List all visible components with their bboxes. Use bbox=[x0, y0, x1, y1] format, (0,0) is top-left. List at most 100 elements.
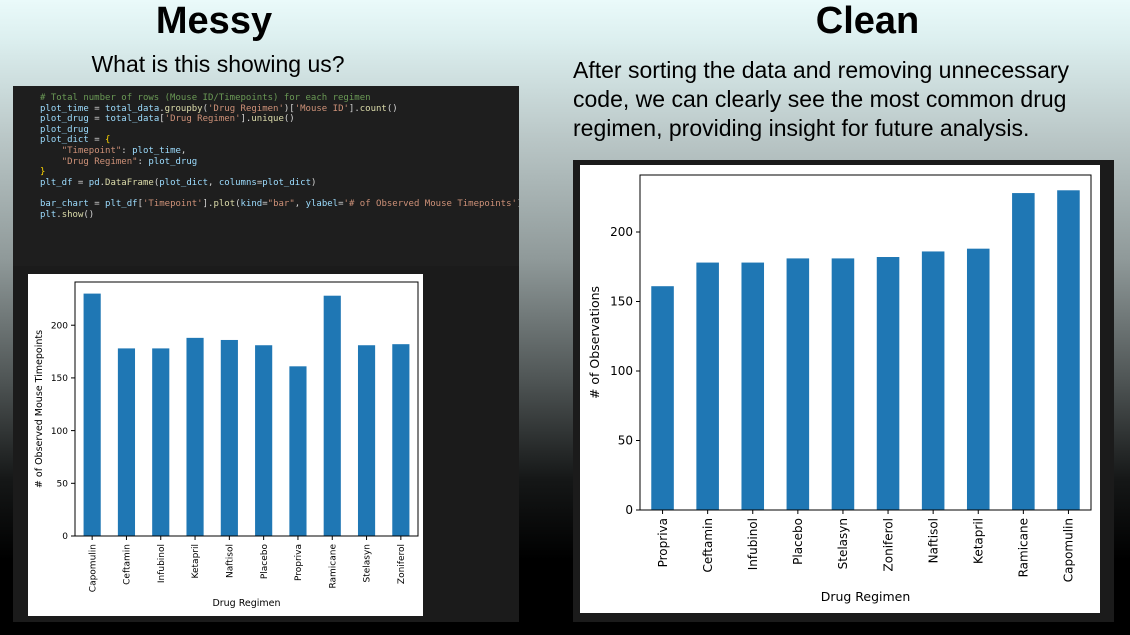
clean-heading: Clean bbox=[815, 0, 920, 42]
code-token: show bbox=[61, 209, 84, 220]
code-token: , bbox=[180, 145, 187, 156]
bar-ramicane bbox=[1012, 193, 1035, 510]
code-token: # Total number of rows (Mouse ID/Timepoi… bbox=[40, 93, 371, 103]
code-token: . bbox=[56, 209, 62, 220]
x-tick-label: Naftisol bbox=[926, 518, 940, 563]
code-line: plot_time = total_data.groupby('Drug Reg… bbox=[40, 104, 398, 114]
bar-propriva bbox=[651, 286, 674, 510]
code-token: kind bbox=[240, 198, 263, 209]
code-token: 'Timepoint' bbox=[142, 198, 203, 209]
clean-bar-chart: 0 50 100 150 200 Propriva Ceftamin Infubinol Pla… bbox=[587, 174, 1092, 604]
y-tick-label: 0 bbox=[62, 532, 68, 542]
code-token: plot_time bbox=[40, 103, 89, 114]
code-token: plot_dict bbox=[262, 177, 312, 188]
x-tick-label: Zoniferol bbox=[881, 518, 895, 571]
clean-description: After sorting the data and removing unne… bbox=[573, 57, 1070, 141]
code-token: plot_drug bbox=[40, 124, 89, 135]
bar-ketapril bbox=[966, 248, 990, 511]
code-token: plot_dict bbox=[159, 177, 209, 188]
x-tick-label: Placebo bbox=[260, 544, 270, 580]
code-token: plot_drug bbox=[148, 156, 198, 167]
bar-capomulin bbox=[83, 293, 101, 536]
plot-frame bbox=[639, 174, 1092, 511]
code-token: 'Drug Regimen' bbox=[208, 103, 284, 114]
code-token: . bbox=[159, 103, 165, 114]
code-token: = bbox=[338, 198, 344, 209]
x-tick-label: Stelasyn bbox=[836, 518, 850, 569]
bar-placebo bbox=[786, 258, 810, 510]
code-line: } bbox=[40, 167, 45, 177]
x-tick-label: Stelasyn bbox=[363, 544, 373, 583]
code-token: = bbox=[88, 103, 106, 114]
bar-infubinol bbox=[741, 262, 765, 510]
code-token: = bbox=[256, 177, 263, 188]
y-tick-label: 100 bbox=[610, 364, 633, 378]
bar-zoniferol bbox=[876, 257, 900, 510]
code-token: plot_time bbox=[132, 145, 181, 156]
x-tick-label: Ketapril bbox=[971, 518, 985, 564]
code-line: "Timepoint": plot_time, bbox=[40, 145, 187, 156]
bar-propriva bbox=[289, 366, 307, 536]
code-line: bar_chart = plt_df['Timepoint'].plot(kin… bbox=[40, 199, 519, 209]
code-token: )[ bbox=[283, 103, 295, 114]
code-token: plot_drug bbox=[40, 114, 89, 125]
code-token: ]. bbox=[348, 103, 360, 114]
code-token: ) bbox=[517, 199, 519, 209]
code-token: "Drug Regimen" bbox=[61, 156, 138, 167]
code-token: columns bbox=[218, 177, 257, 188]
x-tick-label: Propriva bbox=[656, 518, 670, 567]
code-token: () bbox=[386, 103, 398, 114]
y-tick-label: 150 bbox=[51, 374, 68, 384]
code-line: plot_dict = { bbox=[40, 135, 110, 145]
code-token: ]. bbox=[240, 114, 252, 125]
code-line: # Total number of rows (Mouse ID/Timepoi… bbox=[40, 93, 371, 103]
code-token: () bbox=[283, 114, 295, 125]
code-token: DataFrame bbox=[105, 177, 154, 188]
code-token: plot bbox=[213, 198, 236, 209]
x-tick-label: Infubinol bbox=[157, 544, 167, 583]
code-token: "bar" bbox=[267, 198, 295, 209]
code-token: ylabel bbox=[305, 198, 339, 209]
code-token: plt_df bbox=[40, 177, 73, 188]
code-token: groupby bbox=[164, 103, 203, 114]
bar-ceftamin bbox=[117, 348, 136, 536]
y-tick-label: 100 bbox=[51, 427, 68, 437]
y-tick-label: 200 bbox=[610, 225, 633, 239]
code-token: count bbox=[359, 103, 387, 114]
y-tick-label: 50 bbox=[618, 434, 633, 448]
plot-frame bbox=[74, 281, 419, 537]
code-token: [ bbox=[137, 198, 143, 209]
code-token: plt bbox=[40, 209, 57, 220]
y-tick-label: 150 bbox=[610, 295, 633, 309]
code-token: 'Drug Regimen' bbox=[164, 114, 241, 125]
x-tick-label: Ketapril bbox=[191, 544, 201, 578]
x-tick-label: Ramicane bbox=[328, 544, 338, 589]
code-cell: # Total number of rows (Mouse ID/Timepoi… bbox=[13, 86, 519, 266]
bar-naftisol bbox=[921, 251, 945, 511]
x-tick-label: Propriva bbox=[294, 544, 304, 581]
code-token: ( bbox=[235, 198, 241, 209]
code-line: "Drug Regimen": plot_drug bbox=[40, 157, 197, 167]
x-tick-label: Ramicane bbox=[1017, 518, 1031, 577]
code-token: ( bbox=[202, 103, 209, 114]
bar-placebo bbox=[255, 345, 273, 536]
x-tick-label: Naftisol bbox=[226, 544, 236, 578]
code-token: 'Mouse ID' bbox=[294, 103, 349, 114]
code-token: : bbox=[137, 156, 149, 167]
code-token: . bbox=[99, 177, 106, 188]
code-token: ]. bbox=[202, 198, 214, 209]
code-token: total_data bbox=[105, 103, 160, 114]
bar-infubinol bbox=[152, 348, 170, 536]
x-tick-label: Infubinol bbox=[746, 518, 760, 570]
code-token bbox=[40, 157, 62, 167]
bar-ceftamin bbox=[696, 262, 719, 510]
y-axis-label: # of Observations bbox=[587, 286, 602, 399]
x-axis-label: Drug Regimen bbox=[821, 589, 911, 604]
x-tick-label: Zoniferol bbox=[397, 544, 407, 584]
code-token bbox=[40, 146, 62, 156]
code-token: = bbox=[88, 114, 106, 125]
code-token: plot_dict bbox=[40, 135, 89, 146]
code-token: , bbox=[294, 198, 306, 209]
messy-question: What is this showing us? bbox=[91, 51, 345, 77]
code-token: ( bbox=[153, 177, 160, 188]
